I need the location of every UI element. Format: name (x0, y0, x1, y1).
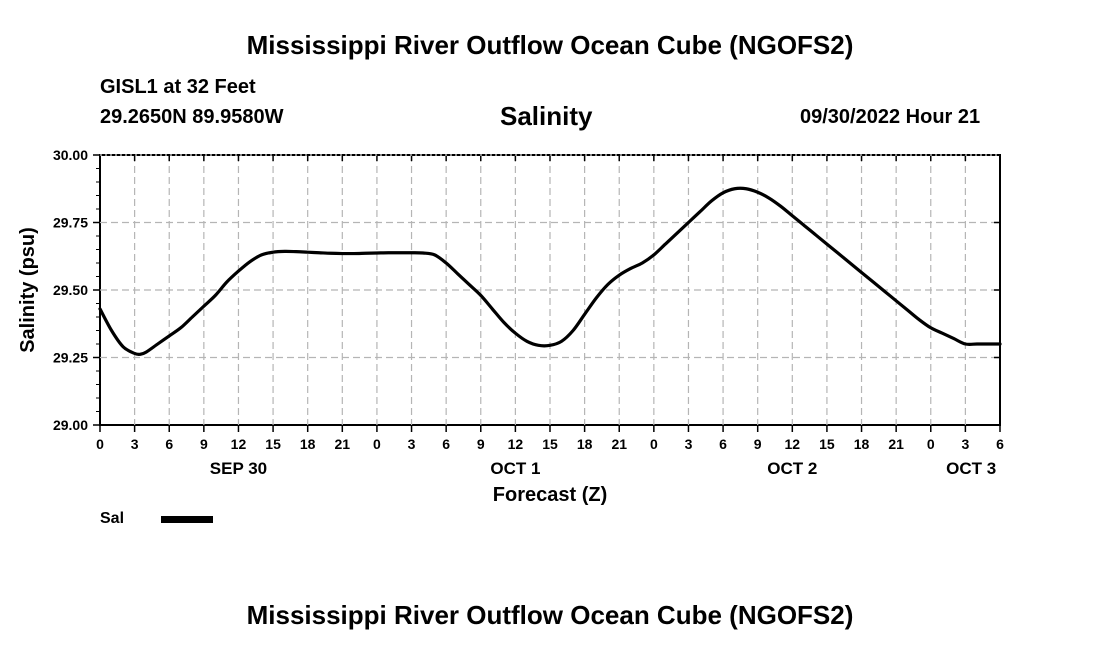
legend-label: Sal (100, 510, 125, 527)
date-label: OCT 3 (946, 459, 996, 478)
x-tick-label: 3 (408, 436, 416, 452)
x-tick-label: 21 (888, 436, 904, 452)
station-coords: 29.2650N 89.9580W (100, 106, 284, 128)
x-tick-label: 15 (542, 436, 558, 452)
plot-title: Salinity (500, 101, 593, 131)
x-tick-label: 0 (96, 436, 104, 452)
x-tick-label: 9 (754, 436, 762, 452)
x-tick-label: 18 (577, 436, 593, 452)
x-tick-label: 9 (200, 436, 208, 452)
x-tick-labels: 0 3 6 9 12 15 18 21 0 3 6 9 12 15 18 21 0 3 6 9 12 15 18 21 0 3 6 (96, 436, 1004, 452)
date-label: SEP 30 (210, 459, 267, 478)
y-tick-label: 29.25 (53, 350, 88, 366)
x-tick-label: 0 (927, 436, 935, 452)
station-name: GISL1 at 32 Feet (100, 76, 256, 98)
x-tick-label: 9 (477, 436, 485, 452)
x-tick-label: 18 (854, 436, 870, 452)
x-tick-label: 18 (300, 436, 316, 452)
date-label: OCT 1 (490, 459, 540, 478)
gridlines (100, 155, 1000, 425)
y-tick-label: 29.50 (53, 282, 88, 298)
x-tick-label: 3 (685, 436, 693, 452)
x-axis-label: Forecast (Z) (493, 484, 607, 506)
x-tick-label: 0 (373, 436, 381, 452)
x-tick-label: 12 (508, 436, 524, 452)
x-tick-label: 3 (131, 436, 139, 452)
x-tick-label: 12 (785, 436, 801, 452)
y-tick-labels: 29.00 29.25 29.50 29.75 30.00 (53, 147, 88, 433)
y-axis-label: Salinity (psu) (17, 227, 39, 353)
x-tick-label: 0 (650, 436, 658, 452)
x-tick-label: 15 (819, 436, 835, 452)
x-tick-label: 15 (265, 436, 281, 452)
x-tick-label: 6 (719, 436, 727, 452)
date-labels: SEP 30 OCT 1 OCT 2 OCT 3 (210, 459, 996, 478)
x-tick-label: 6 (442, 436, 450, 452)
y-tick-label: 29.00 (53, 417, 88, 433)
footer-title: Mississippi River Outflow Ocean Cube (NG… (246, 600, 854, 630)
x-tick-label: 12 (231, 436, 247, 452)
axis-ticks (93, 154, 1001, 432)
x-tick-label: 3 (961, 436, 969, 452)
chart-title: Mississippi River Outflow Ocean Cube (NG… (246, 30, 854, 60)
y-tick-label: 29.75 (53, 215, 88, 231)
date-label: OCT 2 (767, 459, 817, 478)
x-tick-label: 6 (996, 436, 1004, 452)
x-tick-label: 21 (335, 436, 351, 452)
x-tick-label: 21 (611, 436, 627, 452)
x-tick-label: 6 (165, 436, 173, 452)
legend-line-swatch (161, 516, 213, 523)
salinity-series-line (98, 186, 1002, 357)
forecast-timestamp: 09/30/2022 Hour 21 (800, 106, 981, 128)
y-tick-label: 30.00 (53, 147, 88, 163)
